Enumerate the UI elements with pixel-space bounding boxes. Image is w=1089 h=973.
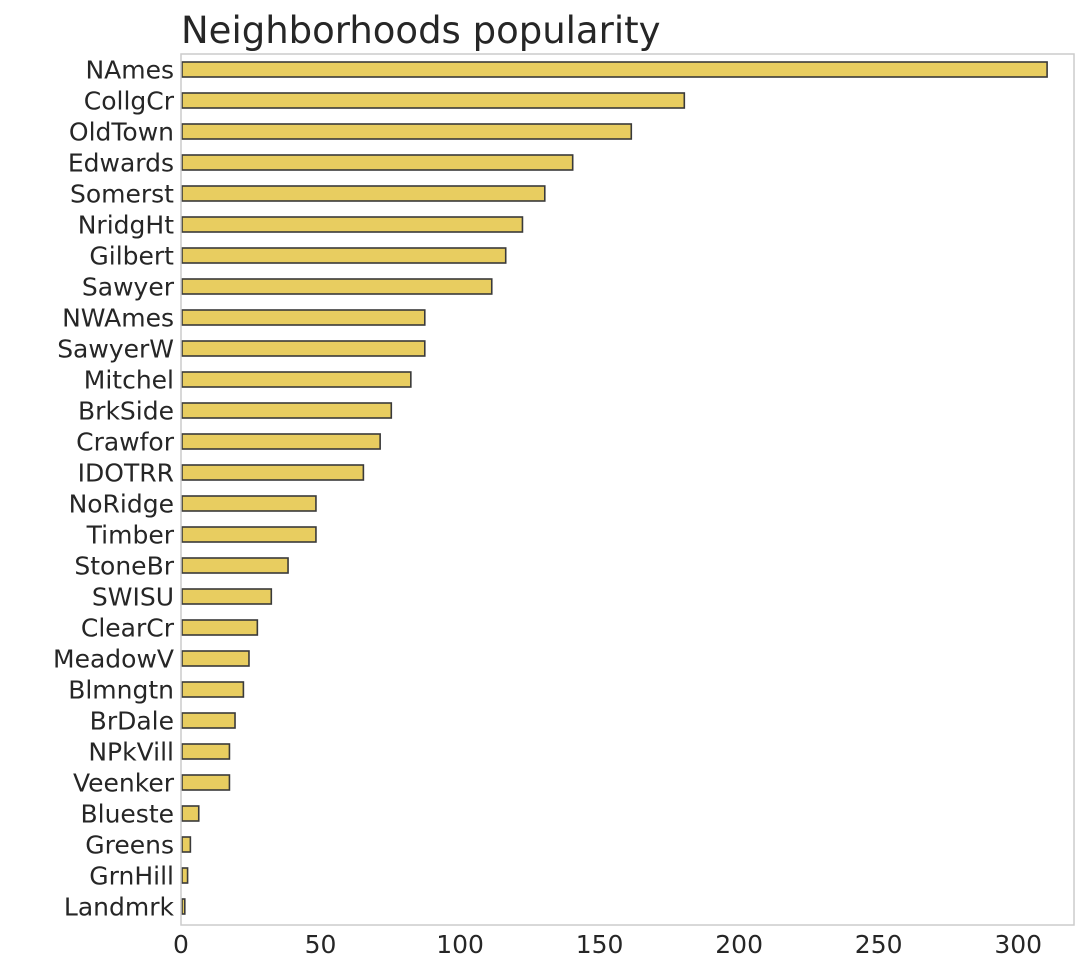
y-tick-label: Gilbert bbox=[89, 242, 174, 271]
y-tick-label: IDOTRR bbox=[78, 459, 174, 488]
bar-nridght bbox=[181, 216, 524, 233]
y-tick-label: GrnHill bbox=[89, 862, 174, 891]
x-tick-labels: 0 50 100 150 200 250 300 bbox=[173, 930, 1042, 959]
x-tick-label: 200 bbox=[715, 930, 763, 959]
y-tick-label: Landmrk bbox=[64, 893, 175, 922]
y-tick-label: NPkVill bbox=[88, 738, 174, 767]
y-tick-label: SawyerW bbox=[57, 335, 174, 364]
bar-landmrk bbox=[181, 898, 186, 915]
y-tick-label: Somerst bbox=[70, 180, 174, 209]
bar-names bbox=[181, 61, 1048, 78]
bar-grnhill bbox=[181, 867, 189, 884]
bar-stonebr bbox=[181, 557, 289, 574]
bar-noridge bbox=[181, 495, 317, 512]
y-tick-label: Blueste bbox=[80, 800, 174, 829]
y-tick-label: Crawfor bbox=[76, 428, 175, 457]
y-tick-label: Blmngtn bbox=[68, 676, 174, 705]
y-tick-label: MeadowV bbox=[53, 645, 174, 674]
x-tick-label: 100 bbox=[436, 930, 484, 959]
y-tick-label: Sawyer bbox=[82, 273, 175, 302]
x-tick-label: 250 bbox=[855, 930, 903, 959]
bar-veenker bbox=[181, 774, 231, 791]
y-tick-label: OldTown bbox=[69, 118, 174, 147]
y-tick-label: NAmes bbox=[85, 56, 174, 85]
y-tick-label: Timber bbox=[86, 521, 175, 550]
y-tick-label: Greens bbox=[85, 831, 174, 860]
bars-group bbox=[181, 61, 1048, 915]
bar-greens bbox=[181, 836, 192, 853]
x-tick-label: 0 bbox=[173, 930, 189, 959]
y-tick-label: NWAmes bbox=[62, 304, 174, 333]
bar-brdale bbox=[181, 712, 236, 729]
y-tick-label: BrDale bbox=[90, 707, 174, 736]
bar-collgcr bbox=[181, 92, 686, 109]
bar-gilbert bbox=[181, 247, 507, 264]
chart-title: Neighborhoods popularity bbox=[181, 9, 661, 52]
bar-somerst bbox=[181, 185, 546, 202]
x-tick-label: 50 bbox=[305, 930, 337, 959]
bar-clearcr bbox=[181, 619, 259, 636]
x-tick-label: 300 bbox=[994, 930, 1042, 959]
bar-npkvill bbox=[181, 743, 231, 760]
bar-crawfor bbox=[181, 433, 381, 450]
bar-swisu bbox=[181, 588, 273, 605]
y-tick-label: NridgHt bbox=[78, 211, 174, 240]
y-tick-label: Veenker bbox=[73, 769, 175, 798]
bar-blmngtn bbox=[181, 681, 245, 698]
bar-sawyerw bbox=[181, 340, 426, 357]
y-tick-label: CollgCr bbox=[84, 87, 175, 116]
bar-brkside bbox=[181, 402, 393, 419]
bar-meadowv bbox=[181, 650, 250, 667]
y-tick-label: SWISU bbox=[92, 583, 174, 612]
bar-idotrr bbox=[181, 464, 365, 481]
y-tick-label: NoRidge bbox=[69, 490, 174, 519]
x-tick-label: 150 bbox=[576, 930, 624, 959]
bar-oldtown bbox=[181, 123, 633, 140]
bar-blueste bbox=[181, 805, 200, 822]
y-tick-label: ClearCr bbox=[81, 614, 175, 643]
y-tick-label: StoneBr bbox=[74, 552, 174, 581]
bar-nwames bbox=[181, 309, 426, 326]
y-tick-label: Mitchel bbox=[84, 366, 174, 395]
y-tick-labels: NAmesCollgCrOldTownEdwardsSomerstNridgHt… bbox=[53, 56, 175, 922]
bar-sawyer bbox=[181, 278, 493, 295]
bar-timber bbox=[181, 526, 317, 543]
plot-frame bbox=[180, 53, 1075, 926]
y-tick-label: Edwards bbox=[68, 149, 174, 178]
bar-mitchel bbox=[181, 371, 412, 388]
y-tick-label: BrkSide bbox=[78, 397, 174, 426]
bar-edwards bbox=[181, 154, 574, 171]
